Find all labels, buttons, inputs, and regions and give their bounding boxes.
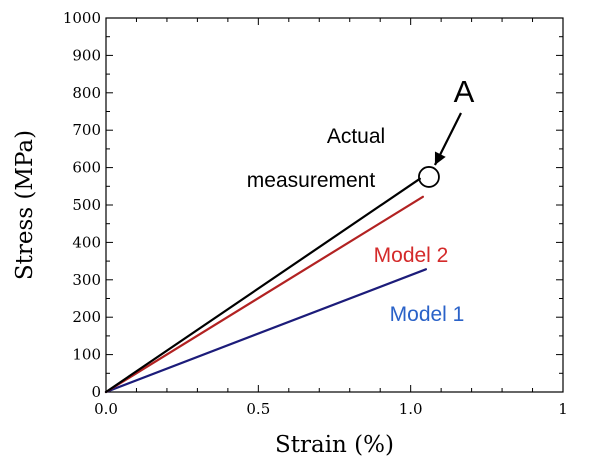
x-tick-label: 1.0 [399,400,423,418]
x-tick-label: 0.0 [94,400,118,418]
y-tick-label: 1000 [63,9,101,27]
annotation-actual-line2: measurement [247,169,376,192]
y-tick-label: 700 [72,121,101,139]
y-tick-label: 100 [72,346,101,364]
marker-arrow-head [434,151,446,165]
plot-frame [105,17,564,393]
y-tick-label: 0 [91,383,101,401]
series-model-1-line [104,268,427,394]
marker-label-a: A [454,74,475,109]
y-tick-label: 800 [72,84,101,102]
x-tick-label: 0.5 [246,400,270,418]
marker-circle-a [418,166,440,188]
y-tick-label: 200 [72,308,101,326]
y-tick-label: 300 [72,271,101,289]
series-model-2-line [104,195,424,394]
y-tick-label: 600 [72,159,101,177]
annotation-actual-line1: Actual [327,125,385,148]
annotation-model-1: Model 1 [390,303,465,326]
x-tick-label: 1 [558,400,568,418]
y-tick-label: 900 [72,46,101,64]
y-axis-title: Stress (MPa) [12,130,38,280]
y-tick-label: 500 [72,196,101,214]
annotation-model-2: Model 2 [374,244,449,267]
series-actual-measurement-line [104,177,421,394]
y-tick-label: 400 [72,233,101,251]
x-axis-title: Strain (%) [275,432,394,458]
